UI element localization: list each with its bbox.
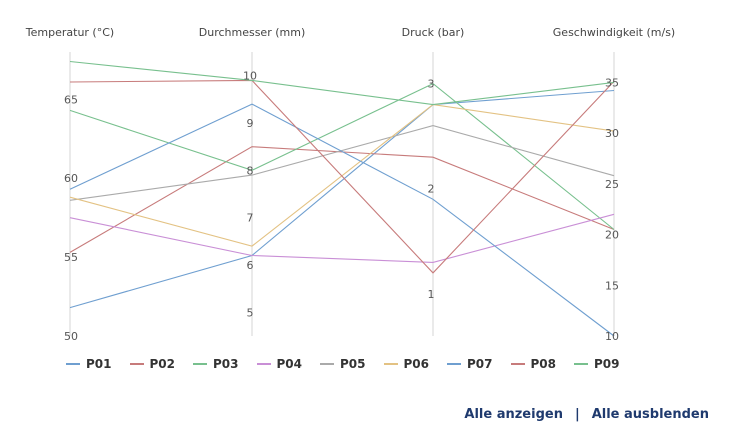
legend-label: P07 [467, 357, 493, 371]
tick-label: 10 [243, 70, 257, 83]
tick-label: 6 [247, 259, 254, 272]
tick-label: 10 [605, 330, 619, 343]
tick-labels-layer: Temperatur (°C) 50 55 60 65 Durchmesser (mm) 5… [25, 26, 675, 343]
series-line-p04[interactable] [69, 213, 615, 263]
tick-label: 9 [247, 117, 254, 130]
series-line-p09[interactable] [69, 60, 615, 106]
tick-label: 2 [428, 183, 435, 196]
legend-item-p04[interactable]: P04 [256, 357, 321, 371]
legend-swatch [320, 363, 334, 365]
series-line-p05[interactable] [69, 125, 615, 201]
axis-title-3: Druck (bar) [402, 26, 465, 39]
legend-item-p03[interactable]: P03 [193, 357, 257, 371]
tick-label: 50 [64, 330, 78, 343]
legend-swatch [193, 363, 207, 365]
legend-label: P09 [594, 357, 620, 371]
tick-label: 30 [605, 127, 619, 140]
show-all-link[interactable]: Alle anzeigen [464, 407, 563, 422]
axis-title-2: Durchmesser (mm) [199, 26, 306, 39]
axes-layer [69, 52, 615, 336]
tick-label: 35 [605, 76, 619, 89]
series-line-p03[interactable] [69, 82, 615, 230]
legend-swatch [66, 363, 80, 365]
tick-label: 60 [64, 172, 78, 185]
legend-actions: Alle anzeigen | Alle ausblenden [464, 407, 709, 422]
axis-title-1: Temperatur (°C) [25, 26, 114, 39]
tick-label: 15 [605, 279, 619, 292]
actions-separator: | [574, 407, 580, 422]
legend-label: P01 [86, 357, 112, 371]
legend-label: P05 [340, 357, 366, 371]
tick-label: 20 [605, 229, 619, 242]
legend-item-p07[interactable]: P07 [447, 357, 511, 371]
legend-swatch [574, 363, 588, 365]
legend-swatch [383, 363, 398, 365]
legend-swatch [510, 363, 525, 365]
legend-item-p06[interactable]: P06 [383, 357, 448, 371]
legend-swatch [447, 363, 461, 365]
parallel-coordinates-chart: Temperatur (°C) 50 55 60 65 Durchmesser (mm) 5… [25, 26, 675, 343]
legend-item-p08[interactable]: P08 [510, 357, 575, 371]
hide-all-link[interactable]: Alle ausblenden [591, 407, 709, 422]
legend-label: P03 [213, 357, 239, 371]
legend-swatch [129, 363, 144, 365]
tick-label: 55 [64, 251, 78, 264]
legend-item-p01[interactable]: P01 [66, 357, 130, 371]
tick-label: 25 [605, 178, 619, 191]
tick-label: 65 [64, 93, 78, 106]
series-line-p07[interactable] [69, 103, 615, 337]
tick-label: 8 [247, 164, 254, 177]
legend-item-p05[interactable]: P05 [320, 357, 384, 371]
legend: P01 P02 P03 P04 P05 P06 P07 P08 P09 [66, 357, 638, 371]
tick-label: 5 [247, 306, 254, 319]
legend-item-p02[interactable]: P02 [129, 357, 194, 371]
axis-title-4: Geschwindigkeit (m/s) [553, 26, 675, 39]
legend-label: P06 [403, 357, 430, 371]
tick-label: 1 [428, 288, 435, 301]
legend-swatch [256, 363, 271, 365]
series-line-p01[interactable] [69, 89, 615, 309]
legend-item-p09[interactable]: P09 [574, 357, 638, 371]
tick-label: 3 [428, 78, 435, 91]
series-line-p06[interactable] [69, 104, 615, 247]
legend-label: P04 [276, 357, 303, 371]
tick-label: 7 [247, 212, 254, 225]
series-lines-layer [69, 60, 615, 337]
series-line-p08[interactable] [69, 79, 615, 274]
legend-label: P08 [530, 357, 557, 371]
legend-label: P02 [149, 357, 176, 371]
